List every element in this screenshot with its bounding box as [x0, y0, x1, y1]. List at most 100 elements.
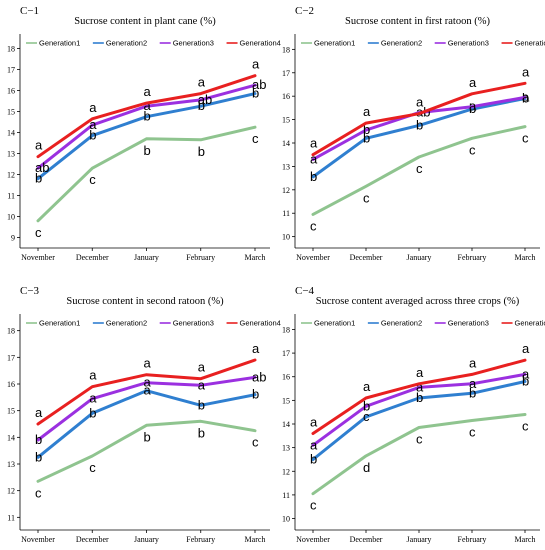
data-point: [471, 105, 473, 108]
significance-letter: b: [198, 397, 205, 412]
significance-letter: a: [89, 117, 97, 132]
data-point: [254, 359, 256, 361]
x-tick-label: January: [407, 535, 432, 544]
y-tick-label: 17: [282, 69, 290, 78]
data-point: [365, 137, 367, 140]
data-point: [145, 115, 148, 118]
significance-letter: a: [416, 95, 424, 110]
legend-label: Generation2: [106, 39, 147, 48]
data-point: [37, 167, 39, 170]
significance-letter: a: [363, 104, 371, 119]
significance-letter: a: [522, 64, 530, 79]
significance-letter: a: [198, 75, 206, 90]
panel-id: C−1: [20, 5, 39, 17]
data-point: [312, 153, 314, 156]
y-tick-label: 12: [282, 186, 290, 195]
significance-letter: a: [310, 151, 318, 166]
significance-letter: ab: [35, 160, 49, 175]
data-point: [524, 96, 526, 99]
y-tick-label: 11: [282, 209, 290, 218]
x-tick-label: November: [21, 253, 55, 262]
y-tick-label: 17: [7, 353, 15, 362]
legend-label: Generation3: [173, 319, 214, 328]
data-point: [199, 99, 202, 101]
data-point: [524, 413, 526, 416]
y-tick-label: 18: [282, 45, 290, 54]
data-point: [254, 92, 256, 95]
legend-label: Generation2: [106, 319, 147, 328]
x-tick-label: March: [245, 535, 266, 544]
significance-letter: a: [469, 376, 477, 391]
legend-label: Generation3: [448, 39, 489, 48]
significance-letter: a: [35, 405, 43, 420]
significance-letter: b: [469, 385, 476, 400]
significance-letter: b: [198, 425, 205, 440]
x-tick-label: November: [296, 535, 330, 544]
data-point: [418, 386, 420, 389]
y-tick-label: 15: [282, 116, 290, 125]
legend-label: Generation4: [515, 319, 545, 328]
data-point: [471, 382, 473, 385]
panel-title: Sucrose content in second ratoon (%): [66, 296, 224, 307]
data-point: [37, 480, 39, 483]
data-point: [254, 393, 256, 396]
chart-panel-3: C−3 Sucrose content in second ratoon (%) 1…: [7, 285, 281, 544]
data-point: [254, 126, 256, 129]
data-point: [365, 455, 367, 457]
x-tick-label: March: [245, 253, 266, 262]
y-tick-label: 11: [282, 491, 290, 500]
x-tick-label: January: [134, 535, 159, 544]
y-tick-label: 11: [7, 192, 15, 201]
significance-letter: c: [252, 435, 259, 450]
significance-letter: b: [35, 171, 42, 186]
significance-letter: a: [469, 75, 477, 90]
y-tick-label: 15: [7, 407, 15, 416]
legend-label: Generation3: [173, 39, 214, 48]
data-point: [91, 124, 94, 127]
x-tick-label: February: [458, 253, 487, 262]
panel-title: Sucrose content averaged across three cr…: [316, 296, 520, 307]
data-point: [418, 382, 420, 385]
significance-letter: b: [363, 398, 370, 413]
significance-letter: b: [144, 143, 151, 158]
data-point: [418, 112, 420, 115]
data-point: [37, 155, 39, 158]
significance-letter: a: [363, 379, 371, 394]
significance-letter: b: [35, 432, 42, 447]
significance-letter: a: [522, 366, 530, 381]
data-point: [524, 359, 526, 362]
data-point: [312, 492, 314, 495]
legend-label: Generation1: [314, 319, 355, 328]
data-point: [365, 185, 367, 188]
significance-letter: a: [469, 99, 477, 114]
significance-letter: a: [35, 138, 43, 153]
data-point: [199, 92, 202, 95]
legend-label: Generation2: [381, 39, 422, 48]
x-tick-label: January: [407, 253, 432, 262]
x-tick-label: February: [458, 535, 487, 544]
series-line-generation1: [311, 413, 527, 496]
significance-letter: ab: [252, 369, 266, 384]
y-tick-label: 13: [7, 460, 15, 469]
data-point: [312, 213, 314, 216]
significance-letter: b: [469, 101, 476, 116]
data-point: [471, 419, 473, 422]
data-point: [418, 124, 420, 127]
y-tick-label: 13: [282, 162, 290, 171]
data-point: [254, 376, 256, 379]
data-point: [471, 373, 473, 376]
significance-letter: c: [35, 225, 42, 240]
data-point: [365, 405, 367, 408]
data-point: [37, 177, 39, 180]
significance-letter: a: [252, 57, 260, 72]
data-point: [524, 380, 526, 383]
y-tick-label: 15: [7, 107, 15, 116]
significance-letter: a: [144, 98, 152, 113]
data-point: [418, 426, 420, 429]
data-point: [199, 404, 202, 407]
data-point: [37, 439, 39, 441]
y-tick-label: 14: [7, 433, 15, 442]
significance-letter: a: [89, 391, 97, 406]
y-tick-label: 11: [7, 513, 15, 522]
x-tick-label: March: [515, 253, 536, 262]
